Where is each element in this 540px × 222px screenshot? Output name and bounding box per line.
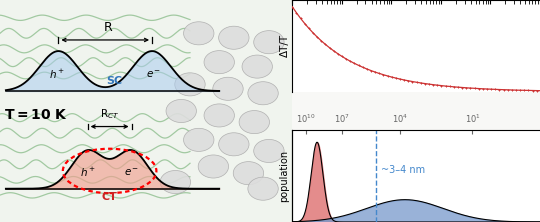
Circle shape — [160, 170, 191, 194]
Circle shape — [248, 177, 278, 200]
Circle shape — [184, 128, 214, 151]
Text: e$^-$: e$^-$ — [146, 69, 161, 80]
Text: R$_{CT}$: R$_{CT}$ — [100, 107, 119, 121]
Circle shape — [219, 26, 249, 49]
Circle shape — [219, 133, 249, 156]
Circle shape — [175, 73, 205, 96]
Circle shape — [233, 162, 264, 185]
Text: h$^+$: h$^+$ — [80, 166, 96, 179]
Text: R: R — [104, 21, 112, 34]
Circle shape — [242, 55, 272, 78]
Y-axis label: population: population — [280, 150, 289, 202]
Circle shape — [198, 155, 228, 178]
Circle shape — [213, 77, 243, 100]
Text: $\bf{T = 10\ K}$: $\bf{T = 10\ K}$ — [4, 108, 68, 123]
Circle shape — [248, 82, 278, 105]
Circle shape — [204, 104, 234, 127]
Circle shape — [166, 99, 197, 123]
Text: SC: SC — [106, 76, 122, 86]
Text: h$^+$: h$^+$ — [49, 68, 65, 81]
Text: ~3–4 nm: ~3–4 nm — [381, 165, 425, 175]
Text: e$^-$: e$^-$ — [124, 167, 139, 178]
Text: CT: CT — [102, 192, 118, 202]
Circle shape — [254, 31, 284, 54]
Circle shape — [184, 22, 214, 45]
Y-axis label: ΔT/T: ΔT/T — [280, 34, 289, 57]
Circle shape — [254, 139, 284, 163]
Circle shape — [239, 111, 269, 134]
Circle shape — [204, 51, 234, 74]
